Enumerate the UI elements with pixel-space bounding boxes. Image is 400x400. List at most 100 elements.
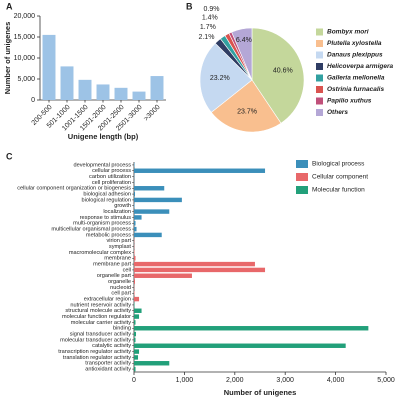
legend-swatch	[316, 51, 323, 59]
pie-value-label: 0.9%	[203, 6, 219, 13]
pie-slice	[199, 42, 253, 113]
bar	[134, 197, 182, 203]
bar	[134, 320, 136, 325]
y-tick-label: carbon utilization	[89, 174, 131, 180]
y-tick-label: translation regulator activity	[63, 355, 131, 361]
y-tick-label: 0	[31, 97, 35, 104]
y-tick-label: 20,000	[14, 13, 36, 20]
y-tick-label: cell part	[111, 291, 131, 297]
bar	[42, 34, 56, 100]
y-tick-label: binding	[113, 326, 131, 332]
legend-swatch	[296, 173, 308, 181]
legend-swatch	[316, 74, 323, 82]
pie-value-label: 1.4%	[202, 15, 218, 22]
x-tick-label: 4,000	[327, 377, 345, 384]
bar	[134, 296, 140, 302]
legend-label: Molecular function	[312, 187, 365, 194]
y-tick-label: organelle part	[97, 273, 132, 279]
bar	[134, 226, 137, 232]
y-tick-label: biological regulation	[82, 197, 131, 203]
legend-swatch	[316, 86, 323, 93]
y-tick-label: metabolic process	[86, 232, 131, 238]
y-tick-label: virion part	[106, 238, 131, 244]
bar	[134, 349, 140, 354]
bar	[134, 162, 135, 168]
legend-label: Ostrinia furnacalis	[327, 86, 384, 93]
bar	[134, 291, 135, 296]
bar	[134, 331, 137, 337]
pie-value-label: 40.6%	[273, 67, 293, 74]
bar	[134, 209, 170, 214]
y-tick-label: symplast	[109, 244, 132, 250]
panel-label: A	[6, 1, 13, 11]
legend-swatch	[316, 63, 323, 70]
legend-label: Plutella xylostella	[327, 40, 382, 47]
y-tick-label: biological adhesion	[83, 192, 131, 198]
pie-value-label: 1.7%	[200, 24, 216, 31]
legend-swatch	[296, 160, 308, 168]
y-tick-label: transporter activity	[85, 361, 131, 367]
legend-swatch	[316, 40, 323, 47]
y-tick-label: antioxidant activity	[85, 367, 131, 373]
bar	[134, 355, 139, 360]
pie-value-label: 2.1%	[198, 34, 214, 41]
y-tick-label: membrane part	[93, 262, 131, 268]
bar	[150, 76, 164, 100]
y-tick-label: cell	[123, 267, 131, 273]
legend-swatch	[296, 186, 308, 194]
bar	[134, 337, 136, 343]
pie-slice	[251, 27, 305, 124]
bar	[134, 366, 136, 372]
y-tick-label: transcription regulator activity	[58, 349, 131, 355]
y-tick-label: signal transducer activity	[70, 332, 131, 338]
bar	[134, 250, 135, 255]
y-tick-label: molecular transducer activity	[60, 337, 131, 343]
y-tick-label: developmental process	[73, 162, 131, 168]
bar	[134, 326, 369, 331]
bar	[134, 191, 136, 197]
bar	[134, 215, 142, 220]
legend-label: Biological process	[312, 161, 365, 168]
x-axis-label: Number of unigenes	[224, 388, 297, 397]
bar	[134, 279, 136, 284]
bar	[78, 79, 92, 100]
bar	[134, 221, 136, 226]
y-tick-label: cell proliferation	[92, 180, 131, 186]
y-tick-label: organelle	[108, 279, 131, 285]
bar	[134, 308, 142, 313]
x-tick-label: >3000	[143, 104, 162, 123]
bar	[134, 168, 266, 173]
bar	[134, 273, 192, 278]
bar	[134, 232, 162, 238]
bar	[134, 302, 135, 308]
y-axis-label: Number of unigenes	[3, 22, 12, 95]
y-tick-label: 5,000	[17, 76, 35, 83]
y-tick-label: nutrient reservoir activity	[70, 302, 131, 308]
y-tick-label: cellular component organization or bioge…	[17, 186, 131, 192]
y-tick-label: catalytic activity	[92, 343, 131, 349]
bar	[134, 267, 266, 273]
y-tick-label: macromolecular complex	[69, 250, 131, 256]
y-tick-label: growth	[114, 203, 131, 209]
x-tick-label: 5,000	[377, 377, 395, 384]
x-tick-label: 1,000	[176, 377, 194, 384]
y-tick-label: membrane	[104, 256, 131, 262]
y-tick-label: structural molecule activity	[65, 308, 131, 314]
bar	[132, 91, 146, 100]
bar	[134, 186, 165, 191]
bar	[134, 361, 170, 366]
legend-swatch	[316, 97, 323, 105]
x-axis-label: Unigene length (bp)	[68, 132, 139, 141]
y-tick-label: response to stimulus	[80, 215, 132, 221]
y-tick-label: 10,000	[14, 55, 36, 62]
y-tick-label: molecular carrier activity	[71, 320, 132, 326]
x-tick-label: 3,000	[276, 377, 294, 384]
y-tick-label: localization	[103, 209, 131, 215]
y-tick-label: multi-organism process	[73, 221, 131, 227]
legend-label: Others	[327, 109, 348, 116]
legend-label: Helicoverpa armigera	[327, 63, 394, 70]
panel-label: B	[186, 1, 193, 11]
pie-value-label: 23.2%	[210, 75, 230, 82]
legend-label: Papilio xuthus	[327, 98, 372, 105]
